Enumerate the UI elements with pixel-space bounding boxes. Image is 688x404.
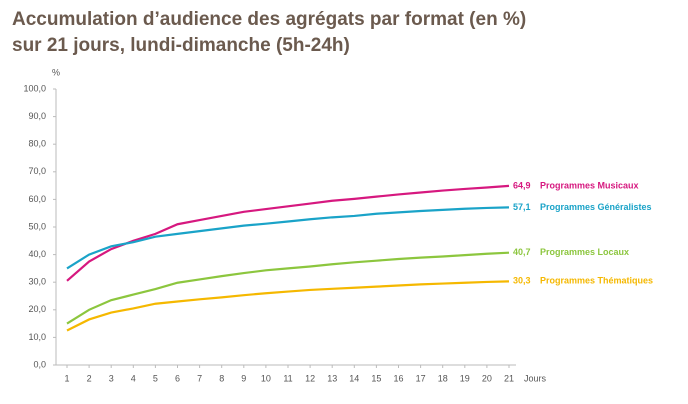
y-tick-label: 70,0 xyxy=(28,166,46,176)
x-tick-label: 4 xyxy=(131,373,136,383)
x-tick-label: 2 xyxy=(87,373,92,383)
x-tick-label: 12 xyxy=(305,373,315,383)
legend-label: Programmes Généralistes xyxy=(540,202,652,212)
y-tick-label: 80,0 xyxy=(28,139,46,149)
x-tick-label: 10 xyxy=(261,373,271,383)
y-tick-label: 40,0 xyxy=(28,249,46,259)
series-line xyxy=(66,251,510,325)
x-tick-label: 20 xyxy=(482,373,492,383)
x-tick-label: 11 xyxy=(283,373,292,383)
x-tick-label: 6 xyxy=(175,373,180,383)
x-tick-label: 8 xyxy=(219,373,224,383)
x-tick-label: 13 xyxy=(327,373,337,383)
x-tick-label: 16 xyxy=(393,373,403,383)
y-tick-label: 100,0 xyxy=(23,83,46,93)
value-label: 57,1 xyxy=(513,202,531,212)
x-tick-label: 14 xyxy=(349,373,359,383)
series-line xyxy=(66,280,510,332)
series-line xyxy=(66,206,510,270)
series-line xyxy=(66,184,510,282)
value-label: 40,7 xyxy=(513,247,531,257)
x-tick-label: 19 xyxy=(460,373,470,383)
y-tick-label: 10,0 xyxy=(28,332,46,342)
y-tick-label: 50,0 xyxy=(28,221,46,231)
y-tick-label: 0,0 xyxy=(33,359,46,369)
x-tick-label: 15 xyxy=(371,373,381,383)
x-tick-label: 18 xyxy=(438,373,448,383)
x-tick-label: 5 xyxy=(153,373,158,383)
legend-label: Programmes Locaux xyxy=(540,247,629,257)
chart-subtitle: sur 21 jours, lundi-dimanche (5h-24h) xyxy=(12,35,350,56)
y-axis-label: % xyxy=(52,67,60,77)
value-label: 30,3 xyxy=(513,276,531,286)
legend-label: Programmes Musicaux xyxy=(540,180,639,190)
x-tick-label: 21 xyxy=(504,373,514,383)
y-tick-label: 90,0 xyxy=(28,111,46,121)
legend-label: Programmes Thématiques xyxy=(540,276,653,286)
x-tick-label: 1 xyxy=(64,373,69,383)
x-axis-label: Jours xyxy=(524,373,547,383)
y-tick-label: 60,0 xyxy=(28,194,46,204)
x-tick-label: 3 xyxy=(109,373,114,383)
x-tick-label: 7 xyxy=(197,373,202,383)
y-tick-label: 20,0 xyxy=(28,304,46,314)
chart-title: Accumulation d’audience des agrégats par… xyxy=(12,9,526,30)
x-tick-label: 17 xyxy=(416,373,426,383)
value-label: 64,9 xyxy=(513,180,531,190)
y-tick-label: 30,0 xyxy=(28,277,46,287)
x-tick-label: 9 xyxy=(241,373,246,383)
